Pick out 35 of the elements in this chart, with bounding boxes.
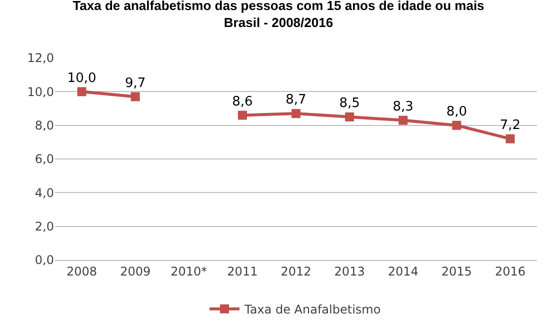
chart-title: Taxa de analfabetismo das pessoas com 15 anos de idade ou mais (72, 0, 484, 14)
x-tick-label: 2012 (280, 264, 312, 278)
point (130, 92, 140, 102)
x-tick-label: 2016 (494, 264, 526, 278)
y-tick-label: 0,0 (34, 253, 54, 268)
legend-label: Taxa de Anafalbetismo (244, 302, 381, 317)
y-tick-label: 12,0 (27, 51, 54, 66)
point (292, 109, 300, 118)
y-tick-label: 10,0 (27, 84, 54, 99)
x-tick-label: 2015 (441, 264, 472, 278)
chart-subtitle: Brasil - 2008/2016 (224, 14, 334, 30)
y-tick-label: 8,0 (34, 118, 54, 133)
x-tick-label: 2014 (388, 264, 418, 278)
x-tick-label: 2013 (334, 264, 365, 278)
y-tick-label: 6,0 (34, 152, 54, 166)
point (77, 87, 86, 96)
point (345, 112, 354, 122)
data-label: 8,3 (392, 99, 414, 114)
data-label: 9,7 (124, 76, 146, 91)
point (398, 116, 408, 125)
x-tick-label: 2009 (120, 264, 151, 278)
x-tick-label: 2008 (66, 264, 98, 278)
data-label: 10,0 (67, 70, 96, 86)
point (452, 120, 462, 130)
y-tick-label: 2,0 (34, 220, 54, 234)
point (238, 110, 247, 120)
point (506, 134, 515, 144)
data-label: 7,2 (500, 118, 521, 133)
y-tick-label: 4,0 (34, 186, 54, 200)
x-tick-label: 2010* (170, 264, 208, 278)
data-label: 8,5 (339, 96, 360, 112)
data-label: 8,6 (232, 94, 253, 110)
data-label: 8,0 (446, 104, 468, 120)
data-label: 8,7 (286, 92, 306, 108)
x-tick-label: 2011 (227, 264, 258, 278)
